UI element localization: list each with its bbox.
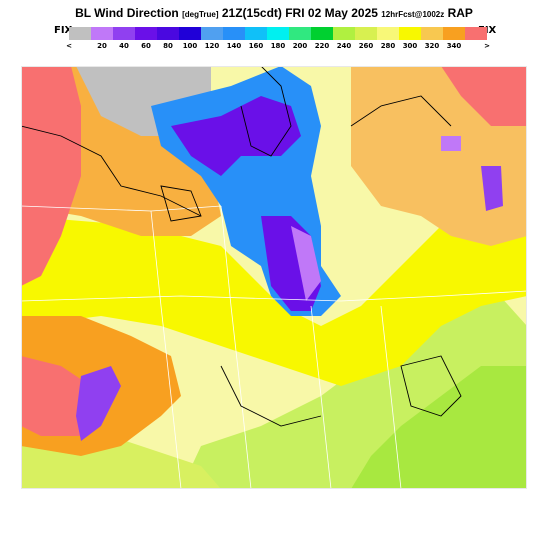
legend-tick-label: 200 [292, 42, 308, 50]
map-title: BL Wind Direction [degTrue] 21Z(15cdt) F… [0, 6, 548, 20]
legend-tick-label: 80 [163, 42, 173, 50]
legend-tick-label: 220 [314, 42, 330, 50]
legend-swatch [113, 27, 135, 40]
legend-swatch [289, 27, 311, 40]
title-time: 21Z(15cdt) FRI 02 May 2025 [221, 6, 378, 20]
legend-tick-label: 100 [182, 42, 198, 50]
legend-tick-label: 320 [424, 42, 440, 50]
legend-swatch [333, 27, 355, 40]
legend-swatch [179, 27, 201, 40]
title-forecast: 12hrFcst@1002z [381, 10, 445, 19]
legend-tick-label: 60 [141, 42, 151, 50]
legend-swatch [311, 27, 333, 40]
legend-swatch [443, 27, 465, 40]
legend-swatch [245, 27, 267, 40]
legend-swatch [421, 27, 443, 40]
legend-tick-label: 20 [97, 42, 107, 50]
legend-swatch [201, 27, 223, 40]
legend-swatch [399, 27, 421, 40]
legend-tick-label: 280 [380, 42, 396, 50]
legend-tick-label: 340 [446, 42, 462, 50]
legend-swatch [69, 27, 91, 40]
legend-tick-label: 140 [226, 42, 242, 50]
legend-swatch [223, 27, 245, 40]
legend-tick-label: 180 [270, 42, 286, 50]
color-legend-bar [69, 27, 487, 40]
legend-tick-label: 160 [248, 42, 264, 50]
wind-direction-map [20, 65, 528, 490]
legend-swatch [91, 27, 113, 40]
title-model: RAP [447, 6, 473, 20]
legend-tick-label: 240 [336, 42, 352, 50]
title-main: BL Wind Direction [75, 6, 179, 20]
legend-swatch [465, 27, 487, 40]
legend-swatch [157, 27, 179, 40]
legend-tick-label: 300 [402, 42, 418, 50]
legend-swatch [355, 27, 377, 40]
legend-swatch [377, 27, 399, 40]
legend-swatch [135, 27, 157, 40]
fix-label-left: FIX [54, 25, 73, 36]
legend-over-label: > [484, 42, 490, 50]
legend-tick-label: 260 [358, 42, 374, 50]
legend-tick-label: 40 [119, 42, 129, 50]
legend-under-label: < [66, 42, 72, 50]
legend-tick-label: 120 [204, 42, 220, 50]
title-units: [degTrue] [182, 10, 219, 19]
fix-label-right: FIX [478, 25, 497, 36]
color-legend-ticks: 20 40 60 80 100 120 140 160 180 200 220 240 260 280 30… [66, 42, 490, 54]
map-canvas [20, 65, 528, 490]
legend-swatch [267, 27, 289, 40]
